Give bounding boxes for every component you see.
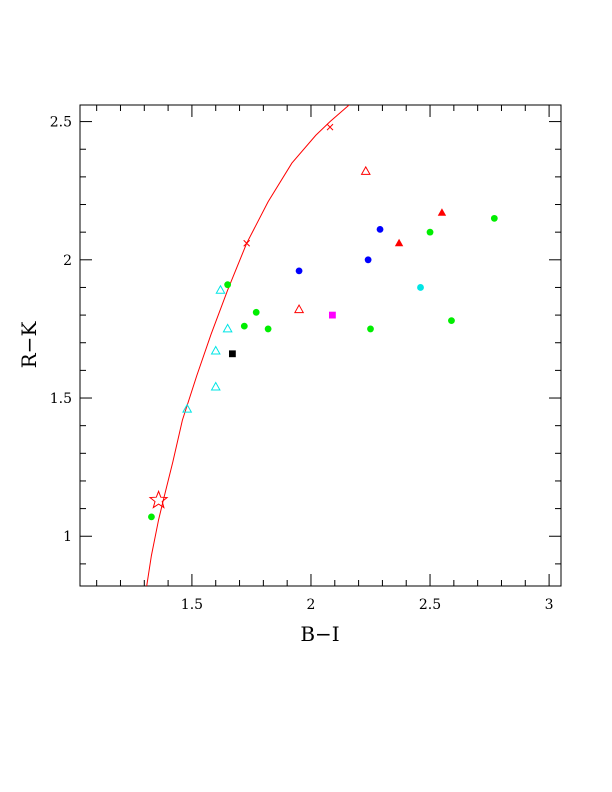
circle-point <box>448 317 455 325</box>
circle-point <box>252 308 260 316</box>
data-points <box>148 165 498 521</box>
open-triangle-point <box>210 345 221 355</box>
model-curve <box>146 105 350 586</box>
x-tick-label: 2.5 <box>419 597 441 613</box>
x-tick-label: 3 <box>545 597 554 613</box>
curve-cross-marker <box>243 239 251 247</box>
circle-point <box>224 281 232 289</box>
y-tick-label: 1.5 <box>50 391 72 407</box>
star-marker <box>148 489 169 509</box>
open-triangle-point <box>182 403 193 413</box>
circle-point <box>426 228 434 236</box>
tick-labels: 1.5 2 2.5 3 1 1.5 2 2.5 <box>50 115 554 613</box>
plot-frame <box>79 104 562 587</box>
circle-point <box>417 284 424 291</box>
x-axis-label: B−I <box>300 622 339 646</box>
circle-point <box>490 214 498 222</box>
x-tick-label: 2 <box>307 597 316 613</box>
circle-point <box>376 225 384 233</box>
filled-triangle-point <box>437 208 447 216</box>
circle-point <box>148 513 155 521</box>
square-point <box>228 350 236 358</box>
open-triangle-point <box>294 304 305 314</box>
open-triangle-point <box>210 381 221 391</box>
filled-triangle-point <box>394 238 404 247</box>
circle-point <box>240 322 248 330</box>
axis-ticks <box>80 105 561 586</box>
open-triangle-point <box>222 323 233 333</box>
model-curve-line <box>146 105 350 586</box>
y-tick-label: 2 <box>63 253 72 269</box>
square-point <box>329 311 336 319</box>
circle-point <box>367 325 374 333</box>
y-tick-label: 1 <box>63 529 72 545</box>
y-axis-label: R−K <box>17 321 41 369</box>
open-triangle-point <box>215 284 226 294</box>
x-tick-label: 1.5 <box>181 597 203 613</box>
circle-point <box>264 325 272 333</box>
circle-point <box>295 267 303 275</box>
open-triangle-point <box>360 165 371 175</box>
curve-cross-marker <box>326 123 334 131</box>
y-tick-label: 2.5 <box>50 115 72 131</box>
circle-point <box>364 256 372 264</box>
